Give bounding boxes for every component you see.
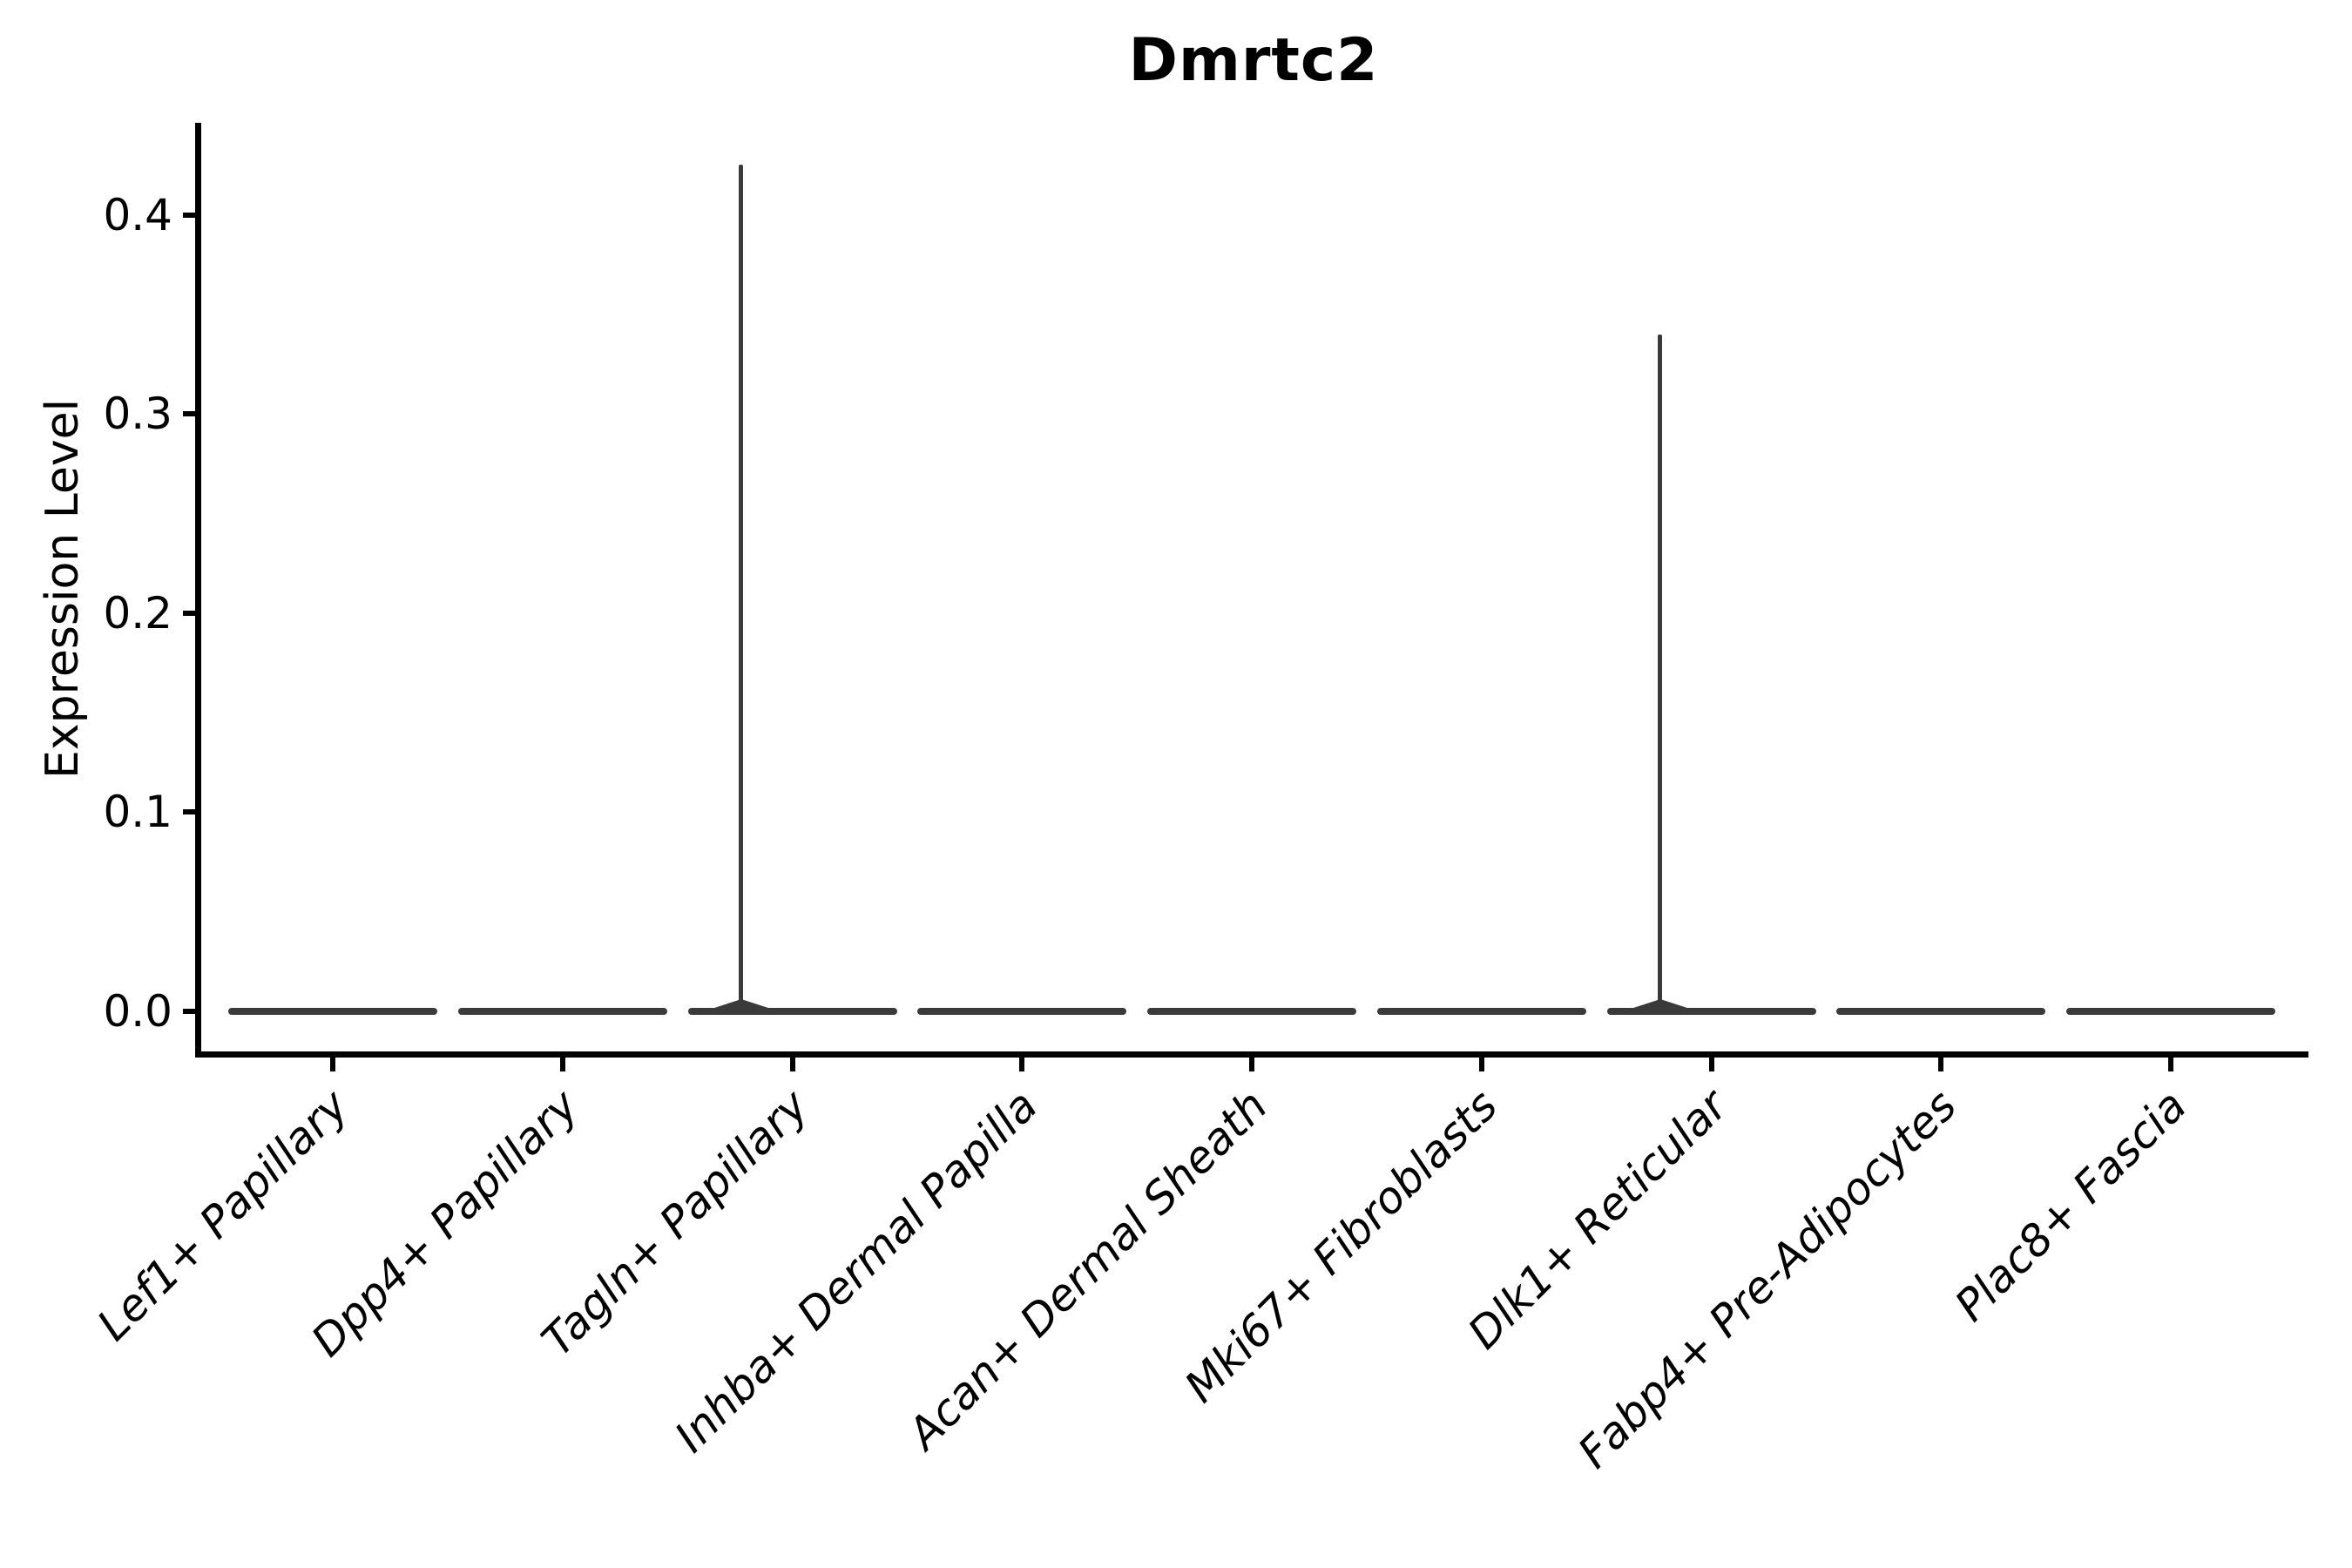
violin-body <box>1836 1008 2046 1015</box>
y-tick <box>183 809 196 815</box>
y-tick <box>183 610 196 616</box>
x-tick-label-7: Dlk1+ Reticular <box>1457 1080 1737 1359</box>
x-tick-label-9: Plac8+ Fascia <box>1945 1080 2197 1331</box>
y-axis-spine <box>195 123 201 1058</box>
x-tick <box>1708 1058 1714 1071</box>
x-tick <box>330 1058 335 1071</box>
violin-body <box>1606 1008 1816 1015</box>
violin-tail <box>1658 334 1662 1011</box>
violin-body <box>228 1008 437 1015</box>
y-tick <box>183 1009 196 1014</box>
y-tick-label: 0.2 <box>103 587 172 639</box>
y-tick-label: 0.1 <box>103 787 172 838</box>
x-tick <box>2168 1058 2173 1071</box>
y-tick <box>183 411 196 417</box>
x-tick <box>789 1058 795 1071</box>
violin-tail-base <box>1630 999 1690 1009</box>
violin-body <box>1147 1008 1356 1015</box>
violin-body <box>917 1008 1127 1015</box>
y-tick <box>183 212 196 218</box>
violin-body <box>457 1008 667 1015</box>
y-tick-label: 0.4 <box>103 189 172 240</box>
x-axis-spine <box>195 1051 2308 1058</box>
x-tick-label-2: Dpp4+ Papillary <box>301 1080 588 1367</box>
chart-title: Dmrtc2 <box>1128 26 1379 95</box>
x-tick-label-3: Tagln+ Papillary <box>531 1080 818 1367</box>
x-tick <box>1938 1058 1944 1071</box>
x-tick-label-8: Fabp4+ Pre-Adipocytes <box>1568 1080 1967 1478</box>
violin-tail-base <box>711 999 771 1009</box>
y-tick-label: 0.0 <box>103 986 172 1037</box>
y-tick-label: 0.3 <box>103 389 172 440</box>
x-tick-label-6: Mki67+ Fibroblasts <box>1174 1080 1507 1413</box>
x-tick <box>1019 1058 1025 1071</box>
violin-body <box>1376 1008 1586 1015</box>
violin-body <box>2066 1008 2275 1015</box>
x-tick <box>1249 1058 1254 1071</box>
violin-tail <box>739 165 743 1011</box>
x-tick-label-4: Inhba+ Dermal Papilla <box>665 1080 1048 1463</box>
x-tick-label-5: Acan+ Dermal Sheath <box>898 1080 1278 1459</box>
violin-body <box>687 1008 897 1015</box>
x-tick-label-1: Lef1+ Papillary <box>87 1080 359 1351</box>
x-tick <box>559 1058 565 1071</box>
x-tick <box>1478 1058 1484 1071</box>
